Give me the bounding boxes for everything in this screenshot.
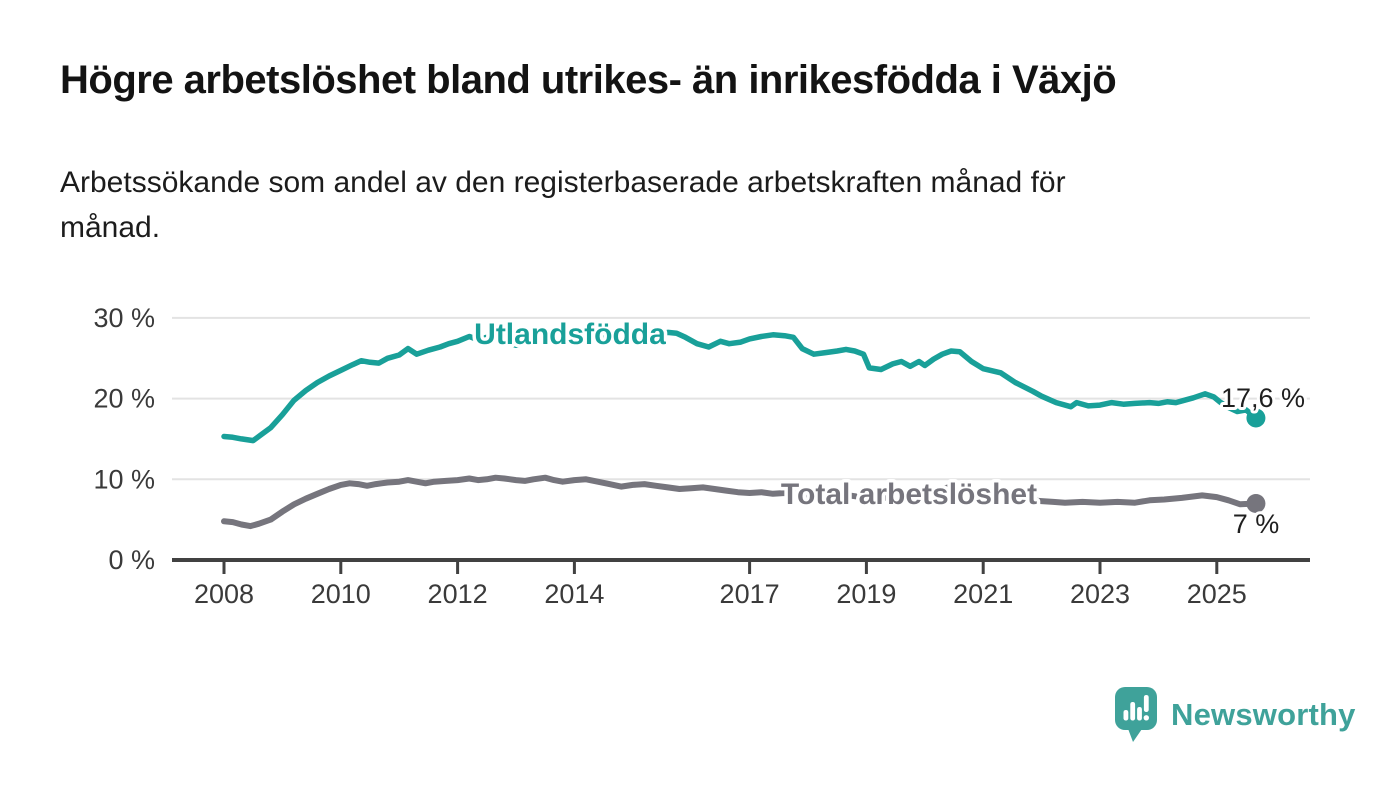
page-title: Högre arbetslöshet bland utrikes- än inr… (60, 58, 1117, 102)
axes: 0 % 10 % 20 % 30 % 2008 2010 2012 2014 2017 2019 2… (93, 303, 1310, 609)
y-tick-label-0: 0 % (108, 545, 155, 575)
series-label-utlandsfodda: Utlandsfödda (474, 318, 666, 351)
x-tick-label-2023: 2023 (1070, 579, 1130, 609)
line-series-0 (221, 328, 1259, 444)
series-label-total-arbetsloshet: Total arbetslöshet (781, 478, 1037, 511)
x-tick-label-2010: 2010 (311, 579, 371, 609)
x-tick-label-2017: 2017 (720, 579, 780, 609)
brand-name: Newsworthy (1171, 696, 1356, 732)
y-tick-label-20: 20 % (93, 384, 155, 414)
x-tick-label-2014: 2014 (544, 579, 604, 609)
page-subtitle: Arbetssökande som andel av den registerb… (60, 166, 1066, 244)
newsworthy-logo: Newsworthy (1114, 686, 1356, 743)
x-tick-label-2021: 2021 (953, 579, 1013, 609)
newsworthy-speech-bubble-chart-icon (1115, 687, 1157, 742)
series-end-dots (1246, 408, 1266, 514)
x-tick-label-2019: 2019 (836, 579, 896, 609)
line-series-1 (221, 474, 1259, 530)
x-tick-label-2008: 2008 (194, 579, 254, 609)
end-value-label-utlandsfodda: 17,6 % (1221, 383, 1305, 413)
end-value-label-total: 7 % (1233, 509, 1280, 539)
gridlines (172, 316, 1310, 481)
x-tick-label-2012: 2012 (428, 579, 488, 609)
y-tick-label-10: 10 % (93, 464, 155, 494)
x-tick-label-2025: 2025 (1187, 579, 1247, 609)
end-dot-series-0 (1246, 408, 1266, 428)
end-dot-series-1 (1246, 494, 1266, 514)
series-lines (221, 328, 1259, 530)
y-tick-label-30: 30 % (93, 303, 155, 333)
